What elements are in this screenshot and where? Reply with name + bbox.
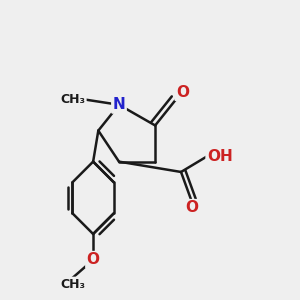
Text: O: O <box>185 200 198 215</box>
Text: CH₃: CH₃ <box>60 278 85 291</box>
Text: O: O <box>87 252 100 267</box>
Text: O: O <box>176 85 189 100</box>
Text: CH₃: CH₃ <box>60 93 86 106</box>
Text: OH: OH <box>207 149 232 164</box>
Text: N: N <box>112 97 125 112</box>
